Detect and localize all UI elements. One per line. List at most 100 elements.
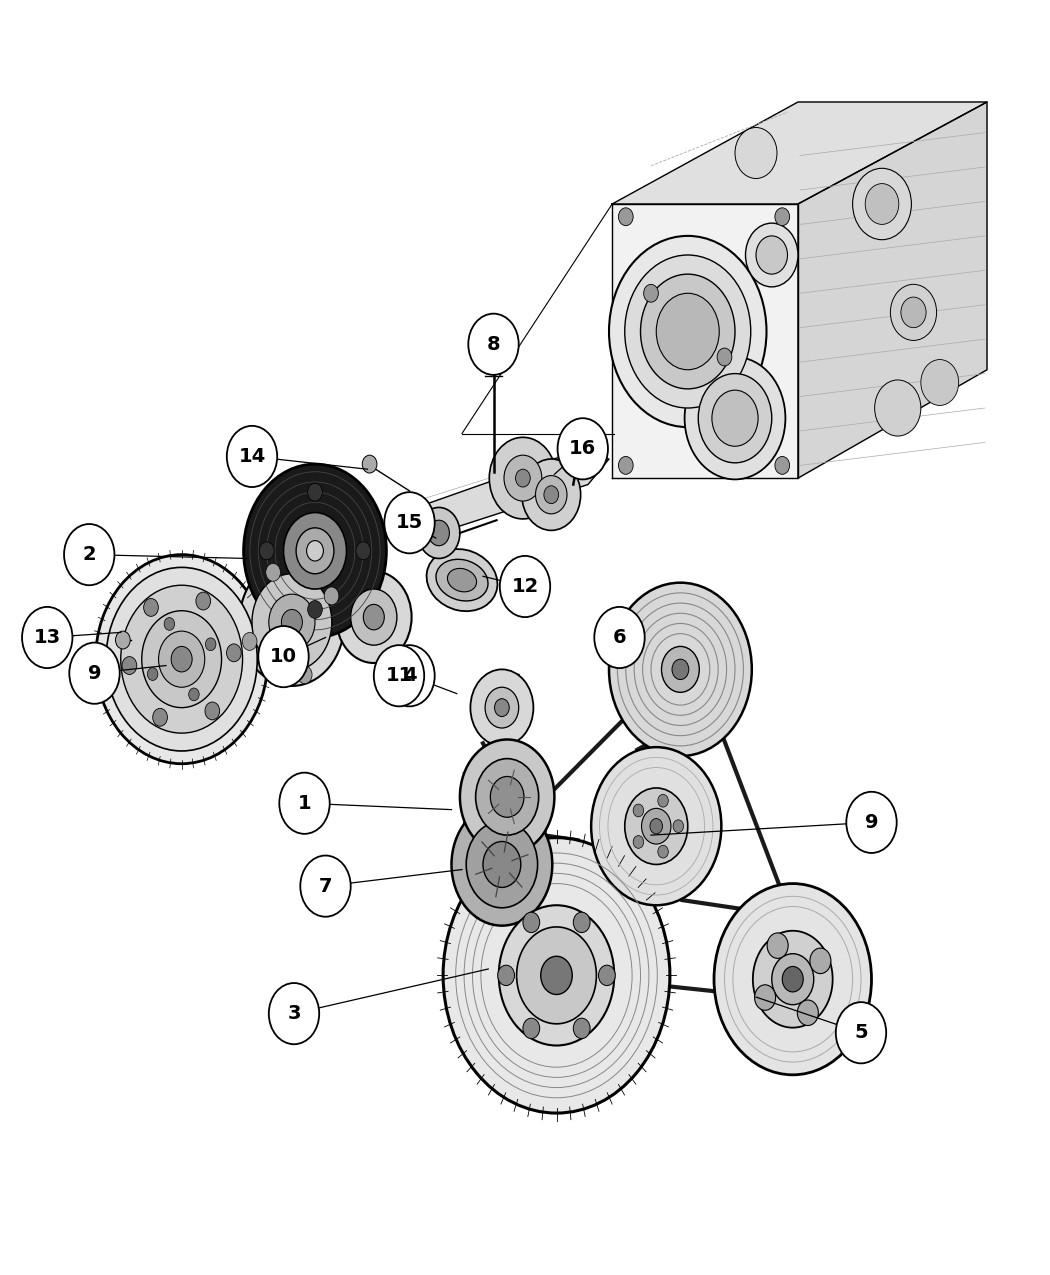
Ellipse shape (436, 560, 488, 601)
Circle shape (96, 555, 268, 764)
Circle shape (921, 360, 959, 405)
Circle shape (147, 668, 157, 681)
Circle shape (144, 598, 159, 616)
Circle shape (901, 297, 926, 328)
Text: 8: 8 (487, 335, 500, 353)
Circle shape (252, 574, 332, 671)
Circle shape (618, 456, 633, 474)
Circle shape (640, 274, 735, 389)
Circle shape (356, 542, 371, 560)
Circle shape (22, 607, 72, 668)
Circle shape (468, 314, 519, 375)
Text: 15: 15 (396, 514, 423, 532)
Circle shape (782, 966, 803, 992)
Circle shape (544, 486, 559, 504)
Circle shape (753, 931, 833, 1028)
Text: 11: 11 (385, 667, 413, 685)
Circle shape (573, 1019, 590, 1039)
Circle shape (573, 912, 590, 932)
Circle shape (384, 492, 435, 553)
Circle shape (239, 558, 344, 686)
Circle shape (810, 949, 831, 974)
Circle shape (797, 1000, 818, 1025)
Circle shape (772, 954, 814, 1005)
Circle shape (296, 528, 334, 574)
Circle shape (363, 604, 384, 630)
Circle shape (122, 657, 136, 674)
Circle shape (452, 803, 552, 926)
Circle shape (384, 645, 435, 706)
Circle shape (698, 374, 772, 463)
Circle shape (324, 586, 339, 604)
Circle shape (846, 792, 897, 853)
Circle shape (244, 464, 386, 638)
Circle shape (594, 607, 645, 668)
Circle shape (69, 643, 120, 704)
Circle shape (121, 585, 243, 733)
Circle shape (466, 821, 538, 908)
Circle shape (517, 927, 596, 1024)
Circle shape (890, 284, 937, 340)
Circle shape (523, 1019, 540, 1039)
Circle shape (650, 819, 663, 834)
Circle shape (258, 626, 309, 687)
Polygon shape (410, 453, 609, 536)
Circle shape (227, 644, 242, 662)
Circle shape (266, 564, 280, 581)
Circle shape (498, 965, 514, 986)
Text: 10: 10 (270, 648, 297, 666)
Circle shape (662, 646, 699, 692)
Circle shape (116, 631, 130, 649)
Circle shape (541, 956, 572, 994)
Circle shape (297, 666, 312, 683)
Circle shape (735, 128, 777, 178)
Polygon shape (612, 102, 987, 204)
Circle shape (64, 524, 114, 585)
Text: 2: 2 (83, 546, 96, 564)
Circle shape (499, 905, 614, 1046)
Circle shape (152, 709, 167, 727)
Circle shape (300, 856, 351, 917)
Circle shape (685, 357, 785, 479)
Circle shape (336, 571, 412, 663)
Circle shape (775, 208, 790, 226)
Circle shape (672, 659, 689, 680)
Circle shape (281, 609, 302, 635)
Circle shape (875, 380, 921, 436)
Circle shape (633, 835, 644, 848)
Circle shape (625, 255, 751, 408)
Text: 6: 6 (613, 629, 626, 646)
Polygon shape (612, 204, 798, 478)
Circle shape (712, 390, 758, 446)
Circle shape (756, 236, 788, 274)
Circle shape (504, 455, 542, 501)
Circle shape (171, 646, 192, 672)
Circle shape (591, 747, 721, 905)
Circle shape (495, 699, 509, 717)
Text: 14: 14 (238, 448, 266, 465)
Circle shape (853, 168, 911, 240)
Text: 9: 9 (88, 664, 101, 682)
Circle shape (307, 541, 323, 561)
Circle shape (443, 838, 670, 1113)
Circle shape (374, 645, 424, 706)
Circle shape (483, 842, 521, 887)
Circle shape (164, 617, 174, 630)
Text: 16: 16 (569, 440, 596, 458)
Circle shape (227, 426, 277, 487)
Circle shape (644, 284, 658, 302)
Circle shape (523, 912, 540, 932)
Circle shape (259, 542, 274, 560)
Circle shape (717, 348, 732, 366)
Circle shape (206, 638, 216, 650)
Circle shape (205, 703, 219, 720)
Circle shape (308, 483, 322, 501)
Circle shape (775, 456, 790, 474)
Circle shape (609, 236, 766, 427)
Circle shape (489, 437, 556, 519)
Text: 9: 9 (865, 813, 878, 831)
Circle shape (657, 794, 668, 807)
Circle shape (279, 773, 330, 834)
Circle shape (755, 984, 776, 1010)
Circle shape (836, 1002, 886, 1063)
